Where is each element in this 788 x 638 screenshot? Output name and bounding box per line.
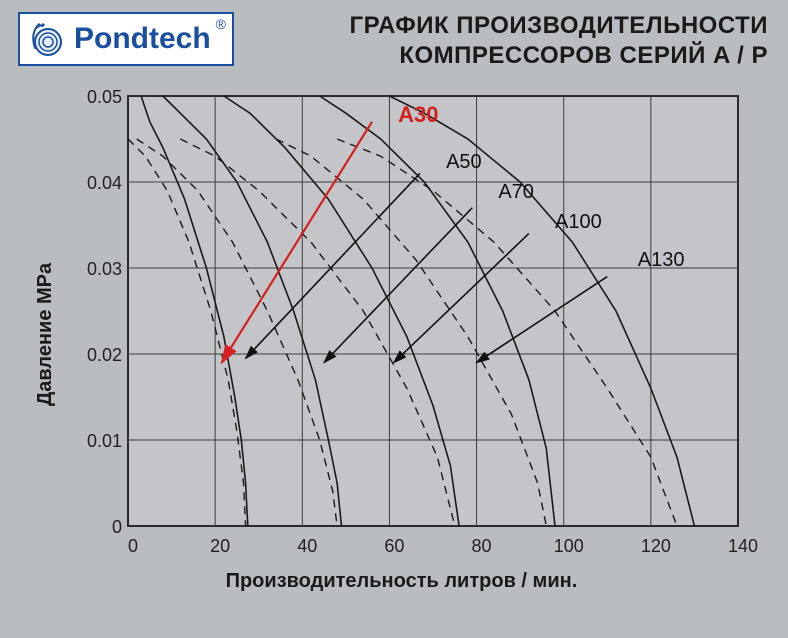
x-tick-label: 60 (379, 536, 409, 557)
logo-box: Pondtech ® (18, 12, 234, 66)
x-tick-label: 140 (728, 536, 758, 557)
curve-label-A30: A30 (398, 102, 438, 128)
y-axis-label: Давление MPa (34, 262, 57, 405)
x-tick-label: 80 (467, 536, 497, 557)
x-tick-label: 100 (554, 536, 584, 557)
y-tick-label: 0.01 (70, 431, 122, 452)
y-tick-label: 0.04 (70, 173, 122, 194)
y-tick-label: 0.05 (70, 87, 122, 108)
page-root: Pondtech ® ГРАФИК ПРОИЗВОДИТЕЛЬНОСТИ КОМ… (0, 0, 788, 638)
x-axis-label: Производительность литров / мин. (226, 570, 578, 593)
x-tick-label: 0 (118, 536, 148, 557)
y-tick-label: 0.02 (70, 345, 122, 366)
x-tick-label: 40 (292, 536, 322, 557)
curve-label-A100: A100 (555, 211, 602, 234)
registered-icon: ® (216, 16, 226, 32)
performance-chart (118, 86, 768, 556)
logo-text: Pondtech (74, 22, 211, 56)
snail-icon (26, 18, 68, 60)
title-line-1: ГРАФИК ПРОИЗВОДИТЕЛЬНОСТИ (349, 12, 768, 40)
curve-label-A50: A50 (446, 151, 482, 174)
x-tick-label: 20 (205, 536, 235, 557)
curve-label-A130: A130 (638, 249, 685, 272)
y-tick-label: 0 (70, 517, 122, 538)
curve-label-A70: A70 (498, 181, 534, 204)
x-tick-label: 120 (641, 536, 671, 557)
title-line-2: КОМПРЕССОРОВ СЕРИЙ A / P (399, 42, 768, 70)
y-tick-label: 0.03 (70, 259, 122, 280)
